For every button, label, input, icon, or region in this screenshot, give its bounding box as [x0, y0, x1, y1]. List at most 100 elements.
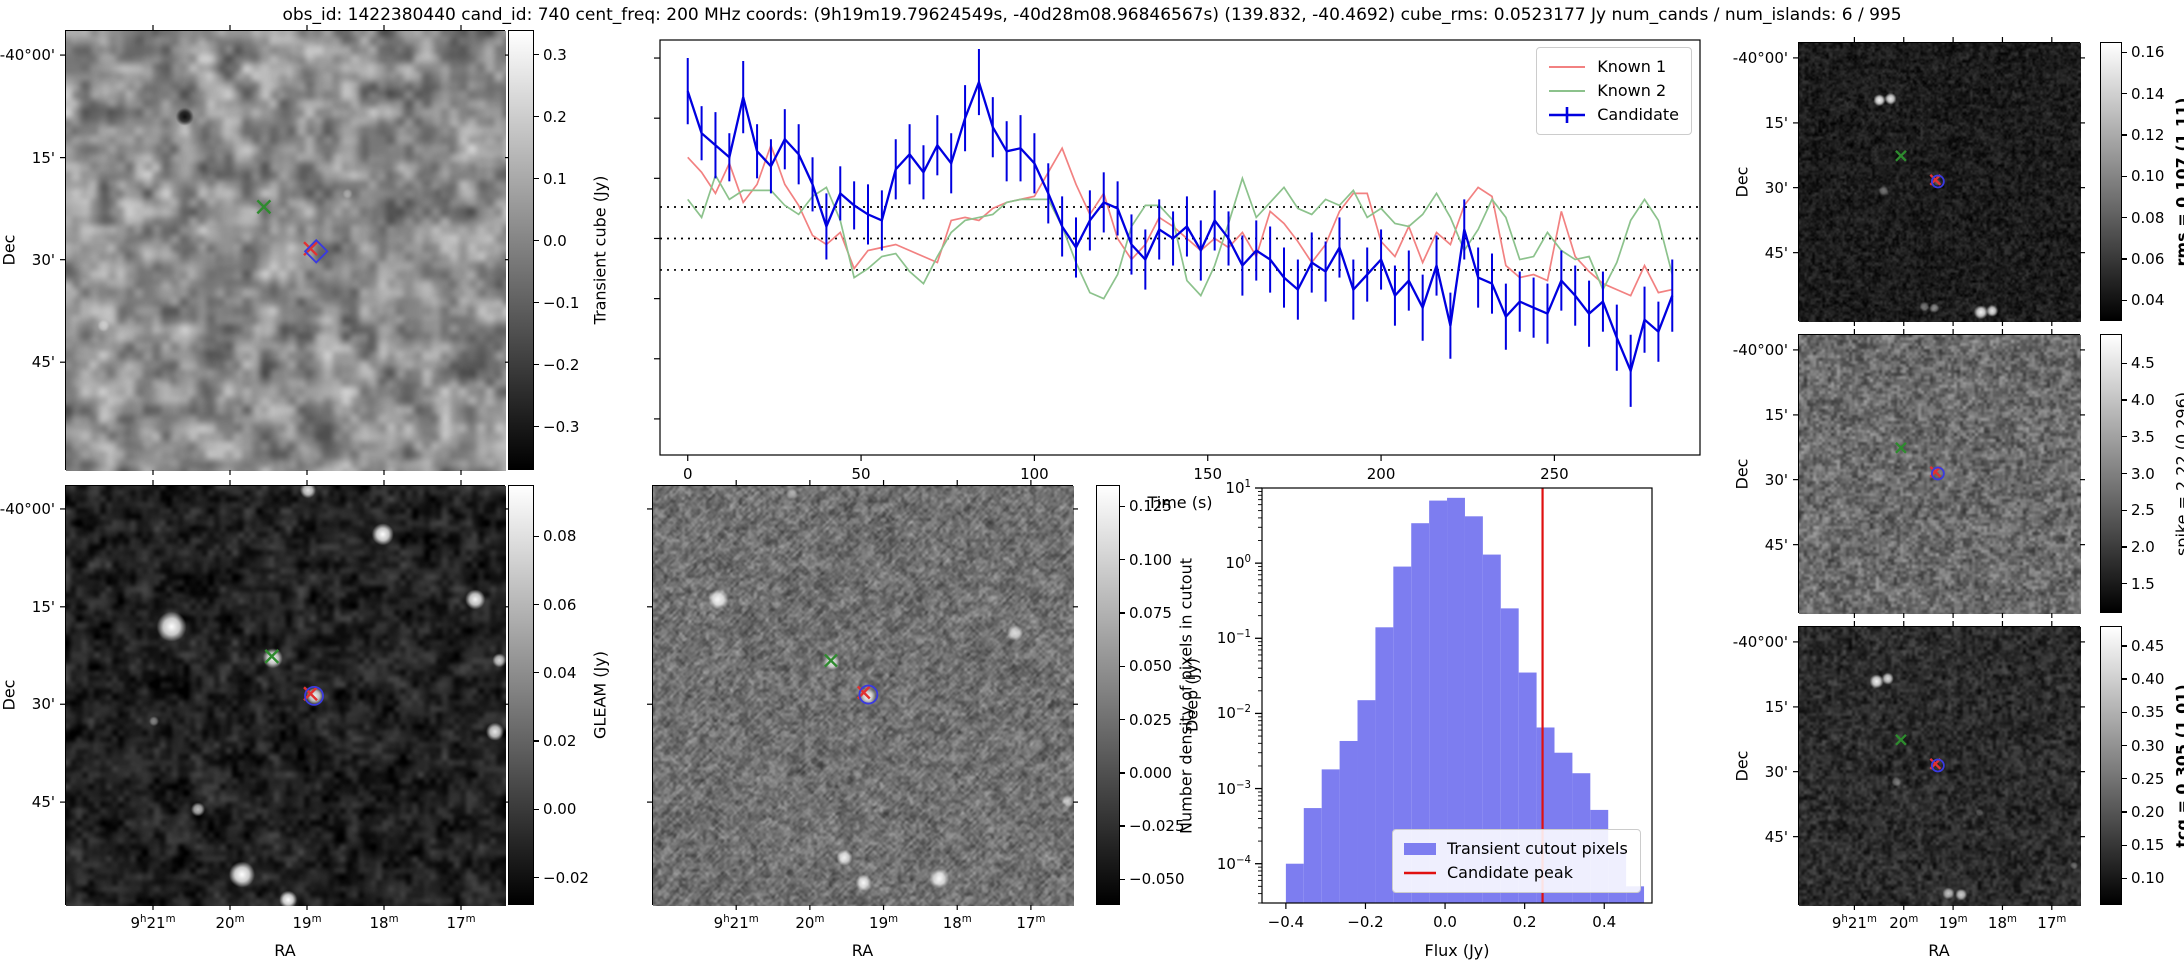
colorbar-title: GLEAM (Jy)	[590, 651, 610, 739]
lightcurve-frame	[659, 39, 1701, 456]
colorbar-tick-label: 0.3	[543, 45, 567, 64]
colorbar-tick	[2122, 546, 2127, 548]
lightcurve-legend-box: Known 1 Known 2 Candidate	[1536, 47, 1692, 135]
legend-item-transient-cutout-pixels: Transient cutout pixels	[1403, 837, 1628, 861]
colorbar-tick-label: 0.08	[543, 527, 577, 546]
dec-tick-label: 15'	[1764, 113, 1788, 132]
colorbar-tick	[2122, 877, 2127, 880]
colorbar-tick-label: 0.125	[1129, 497, 1172, 516]
histogram-bar	[1357, 700, 1376, 903]
x-tick-label: −0.4	[1267, 913, 1305, 931]
panel-ticks-and-markers-overlay	[647, 480, 1078, 910]
ra-axis-label: RA	[1928, 941, 1950, 960]
tcg-panel: -40°00' 15' 30' 45' Dec 9h21m 20m 19m 18m 17m RA	[1733, 621, 2085, 960]
spike-colorbar: 4.5 4.0 3.5 3.0 2.5 2.0 1.5 spike = 2.22 (0.296…	[2100, 334, 2184, 613]
dec-axis-label: Dec	[0, 679, 19, 711]
tcg-image	[1799, 627, 2081, 906]
colorbar-tick	[534, 240, 539, 242]
colorbar-tick-label: −0.050	[1129, 870, 1185, 889]
colorbar-tick	[534, 301, 539, 304]
colorbar-tick-label: −0.02	[543, 868, 589, 887]
colorbar-tick-label: 0.000	[1129, 763, 1172, 782]
ra-tick-label: 20m	[795, 914, 825, 932]
colorbar-gradient	[2100, 334, 2122, 613]
legend-swatch	[1404, 871, 1436, 875]
dec-tick-label: 15'	[1764, 697, 1788, 716]
colorbar-tick-label: 0.06	[2131, 250, 2165, 268]
colorbar-tick	[1120, 772, 1125, 774]
colorbar-tick	[2122, 472, 2127, 475]
colorbar-tick-label: 0.00	[543, 800, 577, 819]
known-source-marker-green-x	[1895, 149, 1907, 162]
legend-label: Candidate	[1597, 105, 1679, 124]
candidate-region-diamond	[303, 238, 329, 264]
legend-label: Candidate peak	[1447, 863, 1573, 882]
colorbar-tick-label: −0.1	[543, 293, 580, 312]
gleam-panel: -40°00' 15' 30' 45' Dec 9h21m 20m 19m 18m 17m RA	[0, 480, 510, 960]
colorbar-tick-label: 0.40	[2131, 670, 2165, 689]
colorbar-tick	[1120, 558, 1125, 561]
time-axis-label: Time (s)	[1147, 493, 1213, 512]
colorbar-tick-label: 0.12	[2131, 126, 2165, 144]
colorbar-tick-label: 0.16	[2131, 43, 2165, 62]
x-tick-label: 0.2	[1512, 913, 1537, 931]
flux-axis-label: Flux (Jy)	[1424, 941, 1490, 960]
dec-tick-label: 45'	[1764, 535, 1788, 554]
colorbar-tick	[2122, 844, 2127, 846]
colorbar-tick	[2122, 509, 2127, 511]
panel-ticks-and-markers-overlay	[1793, 37, 2085, 326]
colorbar-tick	[534, 535, 539, 537]
colorbar-tick	[1120, 505, 1125, 507]
colorbar-gradient	[2100, 42, 2122, 321]
colorbar-tick-label: 3.5	[2131, 427, 2155, 446]
y-tick-label: 10−1	[1216, 629, 1251, 648]
dec-tick-label: 15'	[31, 597, 55, 616]
colorbar-title: tcg = 0.305 (1.01)	[2172, 683, 2184, 848]
histogram-bar	[1429, 500, 1448, 903]
dec-axis-label: Dec	[1732, 166, 1752, 197]
x-tick-label: 0.0	[1433, 913, 1457, 931]
rms-image	[1799, 43, 2081, 322]
y-tick-label: 10−4	[1216, 854, 1251, 873]
dec-tick-label: 30'	[1764, 178, 1788, 197]
y-tick-label: 10−3	[1216, 779, 1251, 798]
ra-tick-label: 18m	[369, 914, 399, 932]
dec-axis-label: Dec	[0, 234, 19, 266]
ra-tick-label: 9h21m	[1831, 914, 1877, 932]
colorbar-title: spike = 2.22 (0.296)	[2172, 391, 2184, 556]
colorbar-tick	[534, 876, 539, 879]
gleam-image	[66, 486, 506, 906]
colorbar-tick	[534, 178, 539, 180]
ra-tick-label: 17m	[446, 914, 476, 932]
colorbar-tick-label: 0.35	[2131, 703, 2165, 722]
colorbar-tick	[1120, 825, 1125, 827]
legend-swatch	[1549, 90, 1586, 92]
dec-tick-label: 15'	[31, 148, 55, 167]
colorbar-tick-label: 0.10	[2131, 167, 2165, 186]
histogram-bar	[1411, 523, 1430, 903]
histogram-bar	[1393, 566, 1412, 903]
candidate-region-circle	[1930, 466, 1945, 481]
ra-tick-label: 9h21m	[130, 914, 176, 932]
histogram-bar	[1464, 516, 1483, 903]
legend-item-known-1: Known 1	[1547, 55, 1679, 79]
dec-axis-label: Dec	[1732, 750, 1752, 781]
histogram-bar	[1447, 497, 1465, 903]
dec-tick-label: 45'	[31, 353, 55, 372]
y-tick-label: 101	[1225, 479, 1251, 497]
dec-tick-label: -40°00'	[1732, 632, 1788, 651]
series-known-1	[687, 142, 1673, 297]
histogram-bar	[1375, 627, 1394, 903]
candidate-region-circle	[1930, 174, 1945, 189]
ra-tick-label: 18m	[1987, 914, 2017, 932]
colorbar-tick-label: −0.2	[543, 355, 580, 374]
colorbar-tick-label: 0.25	[2131, 769, 2165, 788]
colorbar-tick	[2122, 92, 2127, 95]
candidate-region-circle	[858, 684, 879, 705]
colorbar-tick-label: 0.075	[1129, 603, 1172, 622]
x-tick-label: 250	[1540, 465, 1569, 483]
colorbar-tick	[2122, 678, 2127, 680]
colorbar-tick	[2122, 175, 2127, 178]
colorbar-tick-label: 0.15	[2131, 836, 2165, 855]
